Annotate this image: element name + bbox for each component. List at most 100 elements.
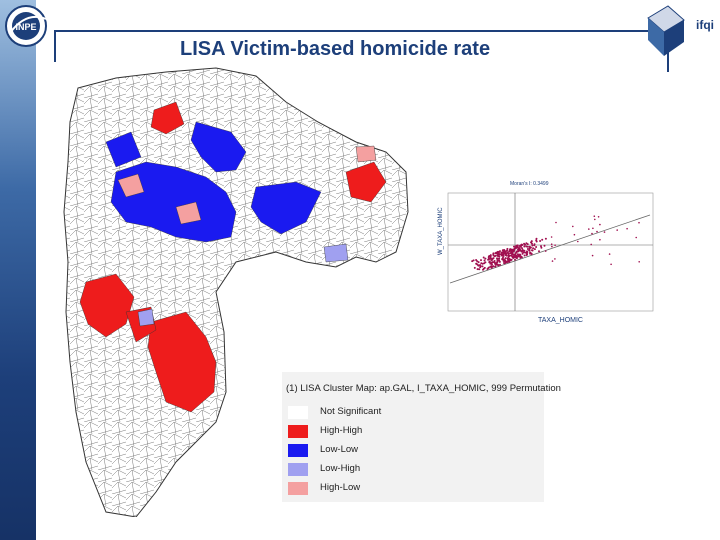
scatter-point — [506, 261, 509, 264]
scatter-point — [551, 260, 554, 262]
sidebar-gradient — [0, 0, 36, 540]
legend-label: High-High — [320, 425, 363, 436]
scatter-point — [520, 243, 523, 246]
scatter-point — [492, 261, 495, 264]
scatter-point — [590, 243, 592, 246]
scatter-point — [554, 258, 556, 260]
scatter-point — [476, 263, 479, 266]
scatter-point — [502, 249, 505, 252]
scatter-point — [514, 252, 517, 255]
cluster-low-low-central — [110, 161, 237, 243]
scatter-point — [539, 240, 542, 242]
scatter-point — [512, 249, 515, 252]
scatter-point — [597, 216, 600, 218]
scatter-point — [515, 250, 518, 253]
scatter-point — [526, 251, 528, 253]
scatter-point — [482, 256, 485, 259]
scatter-point — [473, 266, 476, 269]
scatter-point — [516, 244, 519, 247]
scatter-point — [476, 268, 479, 271]
scatter-point — [535, 240, 538, 243]
scatter-point — [512, 256, 515, 259]
scatter-point — [489, 254, 492, 257]
legend-panel: (1) LISA Cluster Map: ap.GAL, I_TAXA_HOM… — [282, 372, 561, 502]
scatter-point — [478, 268, 481, 271]
legend-swatch — [288, 482, 308, 495]
scatter-point — [518, 249, 521, 252]
scatter-point — [535, 237, 538, 240]
scatter-ylabel: W_TAXA_HOMIC — [438, 207, 444, 255]
legend-swatch — [288, 425, 308, 438]
scatter-point — [528, 249, 531, 252]
scatter-point — [491, 265, 494, 268]
scatter-point — [483, 266, 486, 269]
scatter-point — [577, 240, 579, 243]
scatter-point — [599, 238, 601, 241]
scatter-point — [591, 254, 594, 257]
scatter-point — [496, 257, 499, 260]
legend-swatch — [288, 463, 308, 476]
logo-text: INPE — [15, 22, 36, 32]
scatter-point — [488, 261, 491, 263]
scatter-point — [596, 230, 598, 233]
scatter-point — [507, 258, 509, 261]
page-title: LISA Victim-based homicide rate — [180, 38, 491, 60]
scatter-point — [513, 254, 516, 257]
legend-label: Not Significant — [320, 406, 382, 417]
scatter-point — [506, 247, 509, 250]
moran-scatterplot: Moran's I: 0.3499 W_TAXA_HOMIC TAXA_HOMI… — [430, 175, 660, 325]
scatter-point — [498, 260, 501, 263]
scatter-point — [526, 245, 529, 248]
scatter-point — [525, 242, 528, 245]
scatter-point — [522, 251, 525, 254]
scatter-point — [526, 253, 528, 256]
scatter-point — [523, 245, 526, 248]
scatter-point — [489, 262, 492, 265]
cluster-low-high-1 — [137, 308, 155, 327]
scatter-point — [592, 227, 594, 230]
scatter-point — [638, 221, 640, 224]
cluster-high-low-1 — [117, 173, 145, 198]
scatter-point — [535, 246, 538, 248]
scatter-point — [490, 259, 493, 262]
scatter-point — [573, 233, 576, 236]
scatter-point — [528, 247, 531, 250]
header-rule — [54, 30, 654, 32]
scatter-point — [593, 215, 596, 217]
scatter-point — [502, 255, 505, 257]
scatter-point — [510, 249, 513, 252]
cluster-low-low-east — [250, 181, 322, 235]
scatter-point — [504, 252, 507, 255]
scatter-point — [504, 257, 507, 260]
scatter-point — [544, 237, 547, 240]
scatter-point — [479, 264, 481, 267]
scatter-point — [572, 225, 574, 228]
header-rule-vertical — [54, 30, 56, 62]
scatter-point — [531, 244, 534, 247]
scatter-point — [495, 251, 498, 254]
legend-label: Low-High — [320, 463, 361, 474]
cluster-high-high-north — [150, 101, 185, 135]
scatter-point — [520, 245, 522, 248]
scatter-point — [524, 243, 527, 246]
inpe-logo: INPE — [5, 5, 47, 47]
cluster-low-high-2 — [323, 243, 349, 263]
scatter-point — [530, 253, 533, 255]
scatter-point — [513, 245, 515, 248]
scatter-point — [603, 231, 606, 233]
scatter-point — [479, 266, 482, 269]
scatter-point — [511, 255, 513, 257]
scatter-point — [486, 268, 489, 270]
cluster-high-high-east — [345, 161, 387, 203]
scatter-point — [487, 258, 490, 261]
scatter-point — [626, 227, 628, 230]
scatter-point — [533, 243, 536, 246]
scatter-title: Moran's I: 0.3499 — [510, 181, 549, 187]
scatter-point — [531, 249, 534, 252]
scatter-point — [492, 253, 495, 256]
scatter-point — [544, 250, 547, 252]
scatter-point — [528, 246, 531, 248]
scatter-point — [494, 265, 497, 268]
scatter-point — [507, 252, 510, 255]
legend-swatch — [288, 444, 308, 457]
